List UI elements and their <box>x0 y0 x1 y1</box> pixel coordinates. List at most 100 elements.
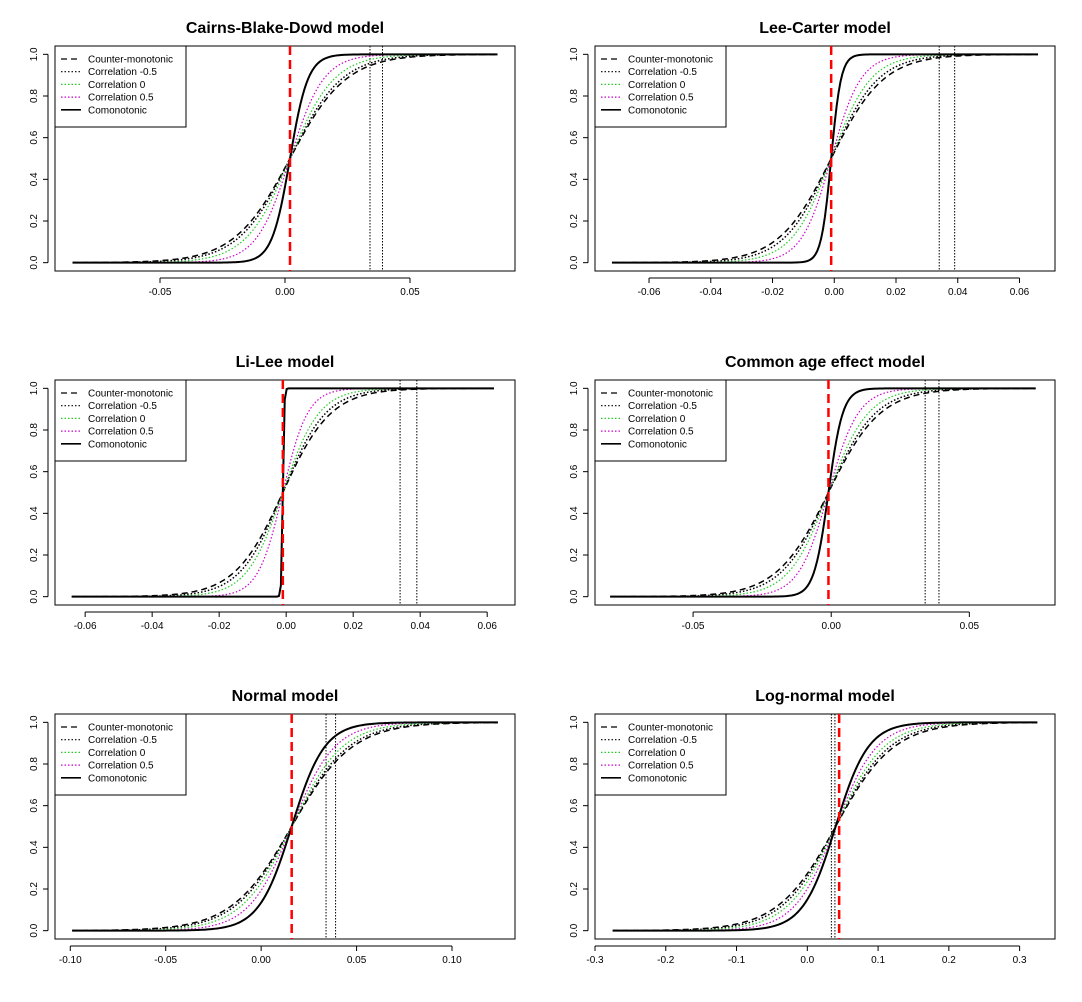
y-tick-label: 0.6 <box>569 130 580 144</box>
legend-label: Correlation -0.5 <box>628 735 697 746</box>
x-tick-label: 0.06 <box>1010 287 1030 298</box>
x-tick-label: 0.05 <box>347 955 367 966</box>
legend-label: Correlation 0.5 <box>628 93 694 104</box>
y-tick-label: 0.0 <box>29 255 40 269</box>
legend-label: Correlation 0 <box>88 80 146 91</box>
x-tick-label: -0.05 <box>149 287 172 298</box>
panel-title: Lee-Carter model <box>759 20 891 37</box>
legend-label: Correlation 0 <box>628 414 686 425</box>
plot-frame <box>54 45 516 272</box>
y-tick-label: 0.8 <box>29 89 40 103</box>
x-tick-label: -0.10 <box>59 955 82 966</box>
legend-label: Counter-monotonic <box>88 389 173 400</box>
x-tick-label: 0.02 <box>886 287 906 298</box>
series-como <box>611 53 1039 264</box>
x-tick-label: 0.00 <box>825 287 845 298</box>
legend-label: Correlation 0.5 <box>88 761 154 772</box>
x-tick-label: 0.10 <box>442 955 462 966</box>
x-tick-label: 0.00 <box>821 621 841 632</box>
x-tick-label: -0.05 <box>154 955 177 966</box>
legend-label: Comonotonic <box>628 773 687 784</box>
legend-label: Comonotonic <box>88 439 147 450</box>
legend-label: Counter-monotonic <box>628 55 713 66</box>
y-tick-label: 0.4 <box>29 506 40 520</box>
y-tick-label: 0.8 <box>569 423 580 437</box>
x-tick-label: 0.05 <box>960 621 980 632</box>
plot-frame <box>54 713 516 940</box>
legend-label: Counter-monotonic <box>628 723 713 734</box>
x-tick-label: 0.00 <box>276 621 296 632</box>
panel-5: Normal model -0.10 -0.05 0.00 0.05 0.10 0.0 0.2… <box>29 688 516 966</box>
legend-label: Correlation -0.5 <box>628 67 697 78</box>
y-tick-label: 0.4 <box>569 506 580 520</box>
legend-label: Correlation -0.5 <box>88 67 157 78</box>
y-tick-label: 1.0 <box>29 381 40 395</box>
legend-label: Correlation 0 <box>88 748 146 759</box>
x-tick-label: 0.2 <box>942 955 956 966</box>
panel-3: Li-Lee model -0.06 -0.04 -0.02 0.00 0.02 0.04 0… <box>29 354 516 632</box>
legend-label: Correlation -0.5 <box>88 735 157 746</box>
y-tick-label: 1.0 <box>29 715 40 729</box>
panel-2: Lee-Carter model -0.06 -0.04 -0.02 0.00 0.02 0… <box>569 20 1056 298</box>
x-tick-label: 0.04 <box>410 621 430 632</box>
legend-label: Correlation 0.5 <box>628 427 694 438</box>
series-como <box>72 53 498 264</box>
y-tick-label: 0.2 <box>29 214 40 228</box>
y-tick-label: 0.6 <box>29 130 40 144</box>
x-tick-label: -0.04 <box>141 621 164 632</box>
x-tick-label: -0.04 <box>699 287 722 298</box>
y-tick-label: 0.2 <box>569 214 580 228</box>
y-tick-label: 0.2 <box>569 548 580 562</box>
x-tick-label: 0.04 <box>948 287 968 298</box>
y-tick-label: 0.6 <box>29 464 40 478</box>
legend-label: Correlation -0.5 <box>628 401 697 412</box>
plot-frame <box>54 379 516 606</box>
panel-title: Normal model <box>232 688 339 705</box>
x-tick-label: 0.00 <box>251 955 271 966</box>
legend-label: Correlation 0 <box>628 80 686 91</box>
y-tick-label: 0.4 <box>29 172 40 186</box>
legend-label: Counter-monotonic <box>88 55 173 66</box>
panel-title: Cairns-Blake-Dowd model <box>186 20 384 37</box>
x-tick-label: -0.06 <box>74 621 97 632</box>
y-tick-label: 0.2 <box>569 882 580 896</box>
y-tick-label: 0.2 <box>29 548 40 562</box>
panel-1: Cairns-Blake-Dowd model -0.05 0.00 0.05 0.0 0… <box>29 20 516 298</box>
y-tick-label: 0.0 <box>569 589 580 603</box>
y-tick-label: 0.8 <box>569 89 580 103</box>
legend-label: Comonotonic <box>628 439 687 450</box>
panel-title: Log-normal model <box>755 688 895 705</box>
legend-label: Correlation 0.5 <box>88 93 154 104</box>
y-tick-label: 0.8 <box>569 757 580 771</box>
y-tick-label: 1.0 <box>29 47 40 61</box>
x-tick-label: -0.2 <box>657 955 675 966</box>
y-tick-label: 0.8 <box>29 757 40 771</box>
panel-title: Common age effect model <box>725 354 925 371</box>
y-tick-label: 0.0 <box>569 923 580 937</box>
y-tick-label: 0.6 <box>569 464 580 478</box>
x-tick-label: 0.06 <box>477 621 497 632</box>
y-tick-label: 0.4 <box>569 840 580 854</box>
x-tick-label: -0.02 <box>208 621 231 632</box>
plot-frame <box>594 713 1056 940</box>
y-tick-label: 0.2 <box>29 882 40 896</box>
y-tick-label: 0.6 <box>569 798 580 812</box>
y-tick-label: 0.4 <box>29 840 40 854</box>
y-tick-label: 0.8 <box>29 423 40 437</box>
y-tick-label: 0.0 <box>29 589 40 603</box>
legend-label: Comonotonic <box>88 105 147 116</box>
x-tick-label: -0.1 <box>728 955 746 966</box>
x-tick-label: -0.05 <box>682 621 705 632</box>
legend-label: Comonotonic <box>628 105 687 116</box>
x-tick-label: -0.3 <box>586 955 604 966</box>
x-tick-label: 0.00 <box>275 287 295 298</box>
panel-6: Log-normal model -0.3 -0.2 -0.1 0.0 0.1 0.2 0.3… <box>569 688 1056 966</box>
y-tick-label: 0.0 <box>29 923 40 937</box>
x-tick-label: 0.05 <box>400 287 420 298</box>
